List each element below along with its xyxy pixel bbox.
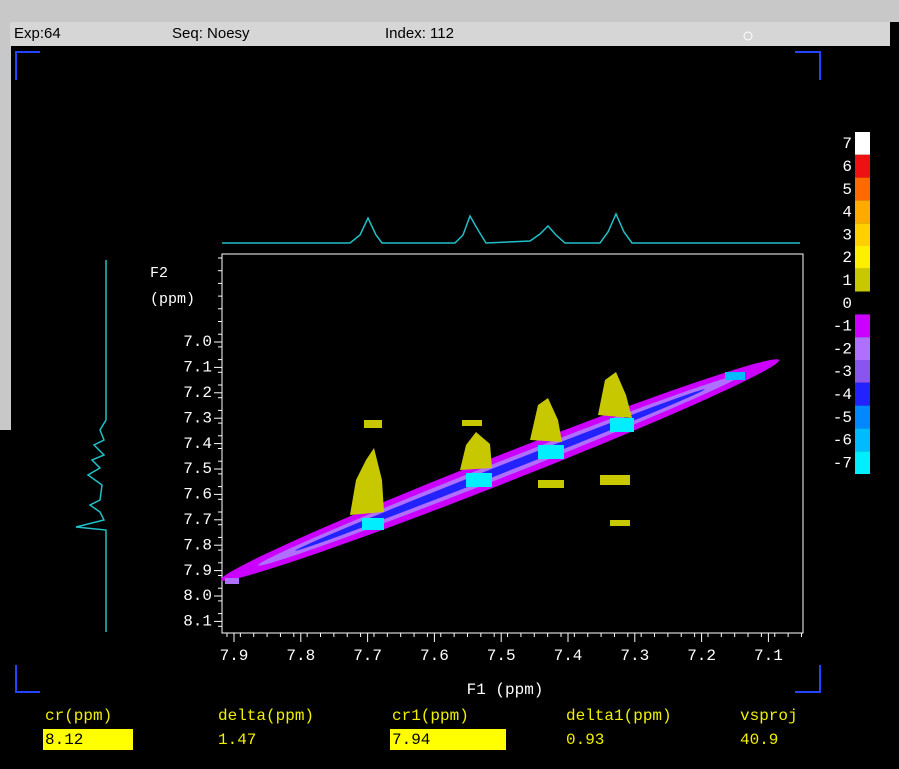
y-tick-label: 7.0: [183, 333, 212, 351]
plot-frame: [221, 253, 804, 634]
header-bar: [10, 22, 890, 46]
color-swatch: [855, 291, 870, 315]
parameter-label: vsproj: [740, 707, 798, 725]
f2-label: F2: [150, 265, 168, 282]
f2-unit: (ppm): [150, 291, 195, 308]
color-swatch: [855, 154, 870, 178]
y-tick-label: 7.3: [183, 409, 212, 427]
y-tick-label: 7.2: [183, 384, 212, 402]
color-swatch: [855, 314, 870, 338]
index-label: Index: 112: [385, 25, 454, 42]
color-swatch: [855, 337, 870, 360]
parameter-label: delta1(ppm): [566, 707, 672, 725]
color-swatch: [855, 405, 870, 429]
x-tick-label: 7.3: [620, 647, 649, 665]
highlight-box: [390, 729, 506, 750]
color-scale-label: 3: [842, 226, 852, 244]
x-tick-label: 7.9: [220, 647, 249, 665]
x-tick-label: 7.1: [754, 647, 783, 665]
color-swatch: [855, 177, 870, 201]
parameter-value: 1.47: [218, 731, 256, 749]
color-swatch: [855, 246, 870, 269]
color-scale-label: 4: [842, 204, 852, 222]
y-tick-label: 8.0: [183, 587, 212, 605]
top-strip: [0, 0, 899, 22]
color-scale-label: -1: [833, 318, 852, 336]
y-tick-label: 7.5: [183, 460, 212, 478]
status-dot[interactable]: [743, 31, 753, 41]
color-scale-label: 6: [842, 158, 852, 176]
parameter-label: cr1(ppm): [392, 707, 469, 725]
color-swatch: [855, 382, 870, 406]
color-scale-label: -4: [833, 386, 852, 404]
color-swatch: [855, 132, 870, 155]
color-swatch: [855, 223, 870, 246]
color-scale-label: 0: [842, 295, 852, 313]
x-tick-label: 7.8: [286, 647, 315, 665]
color-scale-label: -6: [833, 432, 852, 450]
parameter-value: 40.9: [740, 731, 778, 749]
x-tick-label: 7.7: [353, 647, 382, 665]
color-scale-label: -7: [833, 454, 852, 472]
parameter-value: 8.12: [45, 731, 83, 749]
parameter-label: cr(ppm): [45, 707, 112, 725]
color-swatch: [855, 428, 870, 452]
color-scale-label: 2: [842, 249, 852, 267]
color-scale-label: -5: [833, 409, 852, 427]
color-swatch: [855, 268, 870, 292]
x-tick-label: 7.5: [487, 647, 516, 665]
color-scale-label: 7: [842, 135, 852, 153]
color-swatch: [855, 451, 870, 474]
x-tick-label: 7.4: [554, 647, 583, 665]
contours: [220, 359, 780, 584]
left-panel: [0, 0, 11, 430]
highlight-box: [43, 729, 133, 750]
y-tick-label: 8.1: [183, 613, 212, 631]
y-tick-label: 7.1: [183, 359, 212, 377]
parameter-value: 0.93: [566, 731, 604, 749]
exp-label: Exp:64: [14, 25, 61, 42]
y-tick-label: 7.4: [183, 435, 212, 453]
y-tick-label: 7.9: [183, 562, 212, 580]
y-tick-label: 7.7: [183, 511, 212, 529]
parameter-value: 7.94: [392, 731, 430, 749]
f1-label: F1 (ppm): [467, 681, 544, 699]
x-tick-label: 7.6: [420, 647, 449, 665]
color-swatch: [855, 200, 870, 224]
color-scale-label: -3: [833, 363, 852, 381]
parameter-label: delta(ppm): [218, 707, 314, 725]
color-swatch: [855, 360, 870, 383]
x-tick-label: 7.2: [687, 647, 716, 665]
color-scale-label: 5: [842, 181, 852, 199]
y-tick-label: 7.8: [183, 536, 212, 554]
f2-projection: [75, 260, 107, 632]
color-scale-label: 1: [842, 272, 852, 290]
corner-brackets: [15, 51, 821, 693]
f1-projection: [222, 212, 800, 244]
seq-label: Seq: Noesy: [172, 25, 250, 42]
y-tick-label: 7.6: [183, 486, 212, 504]
color-scale-label: -2: [833, 340, 852, 358]
